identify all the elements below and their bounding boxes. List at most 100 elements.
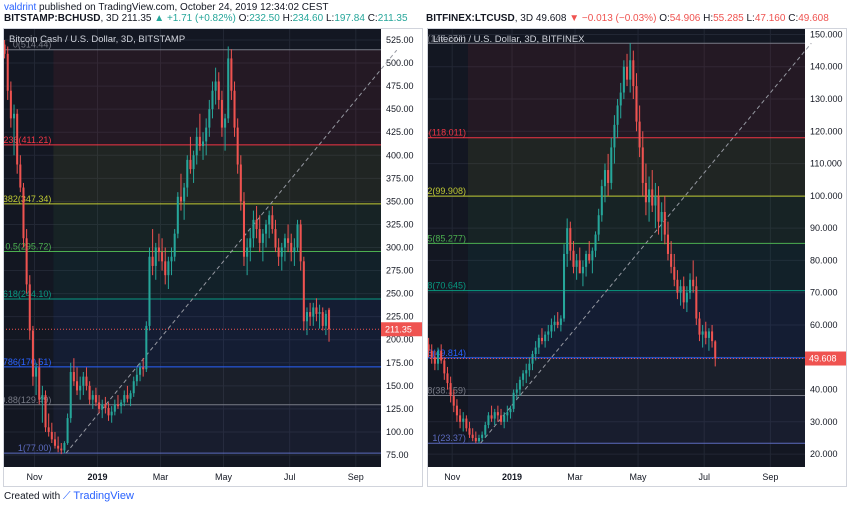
- bch-candle-body: [189, 159, 192, 170]
- bch-fib-trendline: [65, 49, 398, 454]
- ltc-candle-body: [676, 279, 679, 293]
- ltc-candle-body: [575, 260, 578, 267]
- right-chart-header: BITFINEX:LTCUSD, 3D 49.608 ▼ −0.013 (−0.…: [426, 13, 829, 24]
- right-high: 55.285: [713, 13, 744, 24]
- bch-candle-body: [53, 439, 56, 446]
- bch-candle-body: [176, 196, 179, 234]
- ltc-candle-body: [459, 415, 462, 422]
- ltc-ytick-label: 60.000: [810, 320, 838, 330]
- bch-time-scale-bg: [3, 467, 381, 487]
- bch-candle-body: [195, 136, 198, 156]
- tradingview-brand[interactable]: TradingView: [73, 490, 134, 502]
- ltc-candle-body: [679, 286, 682, 293]
- bch-ytick-label: 375.00: [386, 173, 414, 183]
- ltc-candle-body: [673, 266, 676, 280]
- bch-candle-body: [277, 247, 280, 257]
- ltc-candle-body: [569, 228, 572, 251]
- bch-candle-body: [205, 127, 208, 142]
- ltc-candle-body: [433, 357, 436, 364]
- published-text: published on TradingView.com, October 24…: [39, 2, 329, 13]
- ltc-candle-body: [484, 425, 487, 435]
- bch-candle-body: [148, 256, 151, 326]
- right-close: 49.608: [798, 13, 829, 24]
- right-symbol[interactable]: BITFINEX:LTCUSD: [426, 13, 515, 24]
- ltc-candle-body: [597, 215, 600, 235]
- right-change-arrow: ▼: [569, 13, 580, 24]
- bch-candle-body: [107, 407, 110, 416]
- bch-candle-body: [224, 118, 227, 128]
- bch-candle-body: [233, 90, 236, 128]
- ltc-candle-body: [689, 279, 692, 293]
- bch-candle-body: [236, 127, 239, 165]
- bch-ytick-label: 250.00: [386, 289, 414, 299]
- ltc-candle-body: [534, 347, 537, 355]
- published-line: valdrint published on TradingView.com, O…: [4, 2, 328, 13]
- bch-candle-body: [66, 418, 69, 444]
- bch-fib-label: 0.618(244.10): [3, 289, 51, 299]
- bch-candle-body: [104, 404, 107, 408]
- bch-candle-body: [44, 395, 47, 428]
- left-symbol[interactable]: BITSTAMP:BCHUSD: [4, 13, 101, 24]
- bch-ytick-label: 400.00: [386, 150, 414, 160]
- bch-candle-body: [94, 395, 97, 403]
- bch-candle-body: [214, 81, 217, 91]
- ltc-candle-body: [427, 344, 430, 351]
- ltc-candle-body: [544, 334, 547, 342]
- author-link[interactable]: valdrint: [4, 2, 37, 13]
- bch-candle-body: [271, 215, 274, 230]
- bch-candle-body: [47, 427, 50, 432]
- ltc-xtick-label: May: [630, 472, 648, 482]
- ltc-chart-svg[interactable]: 20.00030.00040.00050.00060.00070.00080.0…: [427, 28, 847, 487]
- bch-candle-body: [252, 219, 255, 239]
- ltc-chart-panel[interactable]: 20.00030.00040.00050.00060.00070.00080.0…: [427, 28, 847, 487]
- right-low: 47.160: [754, 13, 786, 24]
- ltc-fib-label: 0(147.274): [427, 33, 466, 43]
- ltc-candle-body: [663, 211, 666, 235]
- ltc-candle-body: [591, 250, 594, 261]
- bch-candle-body: [217, 81, 220, 100]
- ltc-candle-body: [443, 360, 446, 374]
- bch-candle-body: [198, 136, 201, 147]
- ltc-candle-body: [638, 121, 641, 148]
- tradingview-logo[interactable]: ⟋: [62, 490, 71, 502]
- bch-chart-svg[interactable]: 75.00 100.00 125.00 150.00 175.00 200.00 225.0…: [3, 28, 423, 487]
- bch-candle-body: [261, 233, 264, 243]
- bch-candle-body: [242, 201, 245, 257]
- bch-candle-body: [41, 395, 44, 400]
- bch-candle-body: [50, 431, 53, 440]
- ltc-ytick-label: 70.000: [810, 288, 838, 298]
- left-open: 232.50: [249, 13, 280, 24]
- ltc-ytick-label: 30.000: [810, 417, 838, 427]
- ltc-candle-body: [685, 292, 688, 303]
- ltc-candle-body: [695, 286, 698, 319]
- ltc-fib-zone: [467, 395, 805, 444]
- bch-candle-body: [255, 219, 258, 230]
- ltc-fib-label: 1(23.37): [432, 433, 466, 443]
- bch-chart-panel[interactable]: 75.00 100.00 125.00 150.00 175.00 200.00 225.0…: [3, 28, 423, 487]
- bch-candle-body: [183, 187, 186, 202]
- ltc-ytick-label: 100.000: [810, 191, 843, 201]
- bch-candle-body: [287, 238, 290, 243]
- ltc-candle-body: [437, 350, 440, 364]
- bch-candle-body: [22, 187, 25, 239]
- ltc-candle-body: [493, 412, 496, 419]
- left-change: +1.71 (+0.82%): [166, 13, 236, 24]
- bch-candle-body: [202, 141, 205, 147]
- bch-candle-body: [151, 256, 154, 266]
- left-low: 197.84: [334, 13, 365, 24]
- ltc-candle-body: [641, 147, 644, 183]
- ltc-ytick-label: 90.000: [810, 223, 838, 233]
- ltc-fib-label: 0.786(49.814): [427, 348, 466, 358]
- ltc-candle-body: [648, 189, 651, 203]
- bch-candle-body: [328, 309, 331, 330]
- ltc-xtick-label: Mar: [567, 472, 583, 482]
- bch-ytick-label: 425.00: [386, 127, 414, 137]
- ltc-price-scale-bg: [805, 28, 847, 487]
- ltc-candle-body: [547, 331, 550, 335]
- ltc-fib-label: 0.382(99.908): [427, 186, 466, 196]
- bch-candle-body: [309, 312, 312, 317]
- bch-candle-body: [16, 113, 19, 165]
- ltc-candle-body: [506, 412, 509, 416]
- ltc-candle-body: [585, 253, 588, 267]
- ltc-legend-title: Litecoin / U.S. Dollar, 3D, BITFINEX: [433, 34, 585, 45]
